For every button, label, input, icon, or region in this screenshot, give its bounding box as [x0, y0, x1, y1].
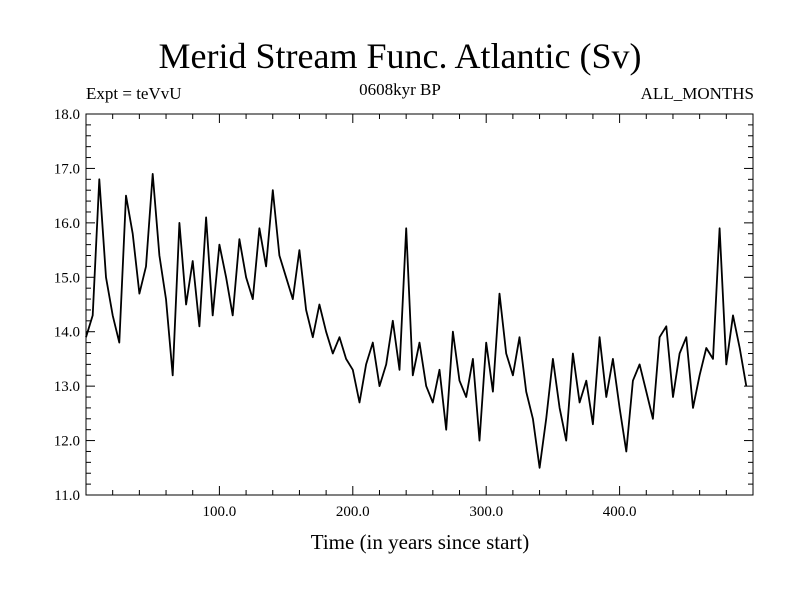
y-tick-label: 18.0	[54, 107, 80, 123]
axis-ticks	[86, 113, 753, 496]
x-tick-label: 300.0	[469, 504, 503, 520]
y-tick-label: 17.0	[54, 161, 80, 177]
y-tick-label: 11.0	[54, 488, 80, 504]
chart-title: Merid Stream Func. Atlantic (Sv)	[158, 36, 642, 76]
y-tick-label: 16.0	[54, 216, 80, 232]
y-tick-label: 12.0	[54, 434, 80, 450]
x-tick-labels: 100.0 200.0 300.0 400.0	[203, 504, 637, 520]
experiment-label: Expt = teVvU	[86, 84, 182, 103]
plot-frame	[85, 113, 754, 496]
series-line	[85, 172, 748, 469]
x-axis-label: Time (in years since start)	[310, 530, 530, 554]
months-label: ALL_MONTHS	[640, 84, 754, 103]
x-tick-label: 100.0	[203, 504, 237, 520]
y-tick-label: 14.0	[54, 325, 80, 341]
x-tick-label: 400.0	[603, 504, 637, 520]
period-label: 0608kyr BP	[359, 80, 441, 99]
y-tick-label: 15.0	[54, 270, 80, 286]
y-tick-label: 13.0	[54, 379, 80, 395]
y-tick-labels: 11.0 12.0 13.0 14.0 15.0 16.0 17.0 18.0	[54, 107, 80, 504]
x-tick-label: 200.0	[336, 504, 370, 520]
